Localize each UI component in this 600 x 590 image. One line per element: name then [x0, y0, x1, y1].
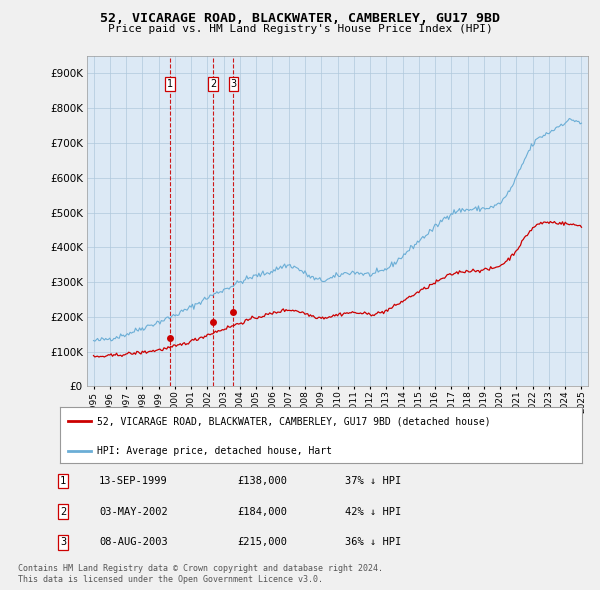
Text: £184,000: £184,000: [237, 507, 287, 516]
Text: Contains HM Land Registry data © Crown copyright and database right 2024.: Contains HM Land Registry data © Crown c…: [18, 565, 383, 573]
Text: 08-AUG-2003: 08-AUG-2003: [99, 537, 168, 547]
Text: 37% ↓ HPI: 37% ↓ HPI: [345, 476, 401, 486]
Text: 1: 1: [167, 79, 173, 89]
Text: 2: 2: [60, 507, 66, 516]
Text: £215,000: £215,000: [237, 537, 287, 547]
Text: 36% ↓ HPI: 36% ↓ HPI: [345, 537, 401, 547]
Text: 52, VICARAGE ROAD, BLACKWATER, CAMBERLEY, GU17 9BD: 52, VICARAGE ROAD, BLACKWATER, CAMBERLEY…: [100, 12, 500, 25]
Text: 3: 3: [230, 79, 236, 89]
Text: HPI: Average price, detached house, Hart: HPI: Average price, detached house, Hart: [97, 446, 332, 456]
Text: 52, VICARAGE ROAD, BLACKWATER, CAMBERLEY, GU17 9BD (detached house): 52, VICARAGE ROAD, BLACKWATER, CAMBERLEY…: [97, 416, 490, 426]
Text: 2: 2: [210, 79, 216, 89]
Text: 42% ↓ HPI: 42% ↓ HPI: [345, 507, 401, 516]
Text: 03-MAY-2002: 03-MAY-2002: [99, 507, 168, 516]
Text: Price paid vs. HM Land Registry's House Price Index (HPI): Price paid vs. HM Land Registry's House …: [107, 24, 493, 34]
Text: £138,000: £138,000: [237, 476, 287, 486]
Text: 1: 1: [60, 476, 66, 486]
Text: 3: 3: [60, 537, 66, 547]
Text: 13-SEP-1999: 13-SEP-1999: [99, 476, 168, 486]
Text: This data is licensed under the Open Government Licence v3.0.: This data is licensed under the Open Gov…: [18, 575, 323, 584]
